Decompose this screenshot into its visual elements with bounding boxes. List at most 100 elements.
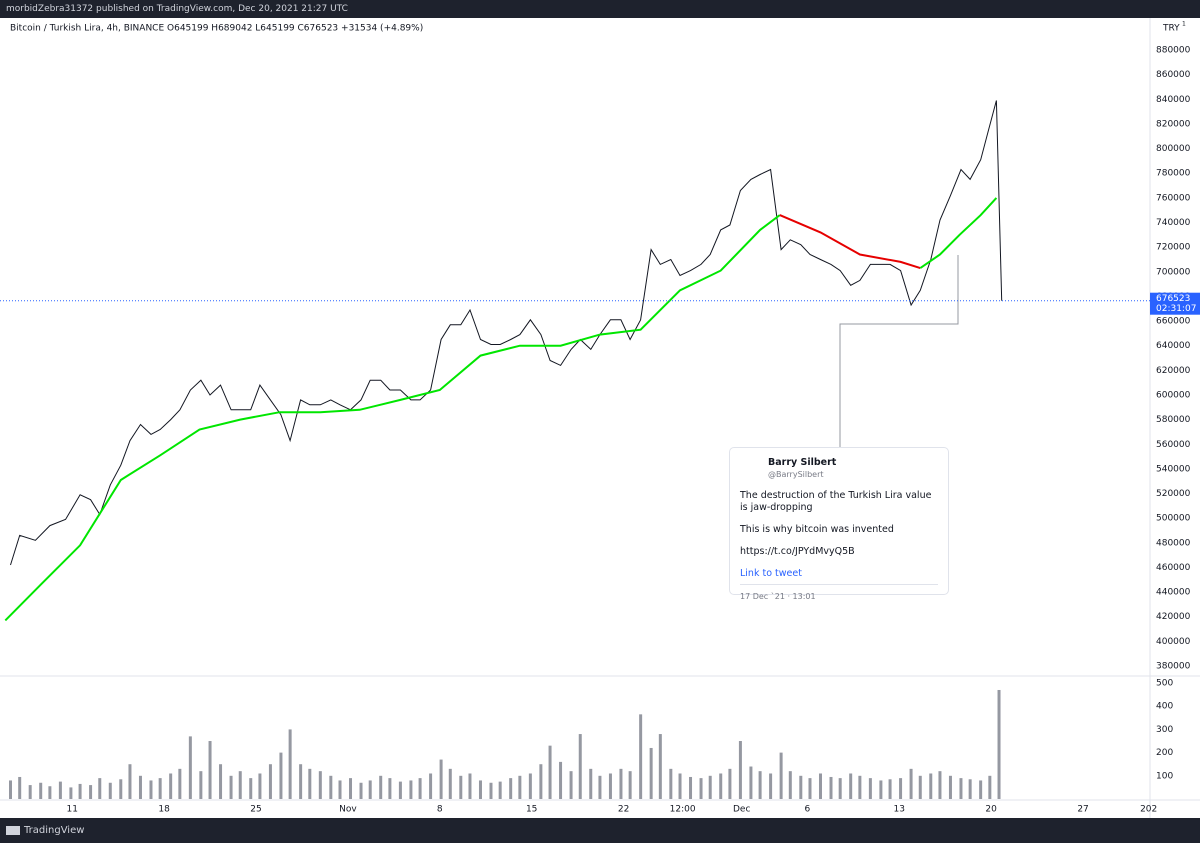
x-tick-label: 27 [1077,805,1088,815]
volume-bar [459,775,463,799]
volume-bar [758,771,762,799]
volume-bar [128,764,132,799]
volume-bar [368,780,372,799]
y-tick-label: 520000 [1156,489,1191,499]
x-tick-label: 202 [1140,805,1157,815]
volume-bar [899,778,903,799]
volume-bar [379,775,383,799]
volume-bar [838,778,842,799]
volume-bar [879,780,883,799]
volume-bar [418,778,422,799]
x-tick-label: Nov [339,805,357,815]
y-tick-label: 620000 [1156,366,1191,376]
publish-info: morbidZebra31372 published on TradingVie… [6,4,348,14]
volume-bar [569,771,573,799]
tweet-date: 17 Dec `21 · 13:01 [740,592,816,601]
y-tick-label: 640000 [1156,341,1191,351]
volume-bar [528,773,532,799]
y-tick-label: 740000 [1156,218,1191,228]
volume-bar [169,773,173,799]
volume-bar [409,780,413,799]
y-tick-label: 400000 [1156,637,1191,647]
tweet-link[interactable]: Link to tweet [740,568,938,585]
y-tick-label: 720000 [1156,243,1191,253]
y-tick-label: 540000 [1156,464,1191,474]
volume-bar [738,741,742,799]
x-tick-label: 20 [985,805,997,815]
tweet-card[interactable]: Barry Silbert @BarrySilbert The destruct… [729,447,949,601]
currency-note: 1 [1182,21,1186,28]
volume-bar [249,778,253,799]
volume-bar [439,759,443,799]
volume-bar [299,764,303,799]
y-tick-label: 560000 [1156,440,1191,450]
y-tick-label: 700000 [1156,267,1191,277]
y-tick-label: 460000 [1156,563,1191,573]
volume-bar [199,771,203,799]
y-tick-label: 500000 [1156,514,1191,524]
tweet-url[interactable]: https://t.co/JPYdMvyQ5B [740,546,855,557]
volume-bar [799,775,803,799]
x-tick-label: 11 [66,805,77,815]
volume-bar [968,779,972,799]
volume-bar [979,780,983,799]
y-tick-label: 840000 [1156,95,1191,105]
moving-average [919,197,998,269]
volume-bar [909,768,913,799]
volume-bar [429,773,433,799]
volume-bar [208,741,212,799]
y-tick-label: 400 [1156,702,1173,712]
volume-bar [448,768,452,799]
volume-bar [229,775,233,799]
volume-bar [69,787,73,799]
volume-bar [349,778,353,799]
volume-bar [598,775,602,799]
y-tick-label: 480000 [1156,538,1191,548]
tweet-author: Barry Silbert [768,457,837,468]
price-line [10,100,1003,566]
volume-bar [818,773,822,799]
x-tick-label: 13 [894,805,905,815]
y-tick-label: 380000 [1156,662,1191,672]
volume-bar [18,776,22,799]
volume-bar [28,785,32,799]
moving-average [4,214,781,622]
volume-bar [619,768,623,799]
logo [6,826,20,835]
x-tick-label: 18 [158,805,170,815]
volume-bar [98,778,102,799]
volume-bar [639,714,643,799]
volume-bar [808,778,812,799]
volume-bar [938,771,942,799]
volume-bar [48,786,52,799]
volume-bar [608,773,612,799]
callout-line [839,255,959,447]
volume-bar [628,771,632,799]
volume-bar [489,782,493,799]
y-tick-label: 300 [1156,725,1173,735]
y-tick-label: 880000 [1156,46,1191,56]
y-tick-label: 780000 [1156,169,1191,179]
volume-bar [398,781,402,799]
volume-bar [559,761,563,799]
tweet-handle: @BarrySilbert [768,470,824,479]
volume-bar [708,775,712,799]
volume-bar [689,776,693,799]
volume-bar [548,745,552,799]
y-tick-label: 100 [1156,771,1173,781]
volume-bar [779,752,783,799]
volume-bar [589,768,593,799]
volume-bar [478,780,482,799]
volume-bar [749,766,753,799]
x-tick-label: 15 [526,805,537,815]
volume-bar [918,775,922,799]
currency: TRY [1162,24,1180,34]
volume-bar [868,778,872,799]
volume-bar [329,775,333,799]
volume-bar [188,736,192,799]
volume-bar [178,768,182,799]
y-tick-label: 580000 [1156,415,1191,425]
x-tick-label: Dec [733,805,750,815]
